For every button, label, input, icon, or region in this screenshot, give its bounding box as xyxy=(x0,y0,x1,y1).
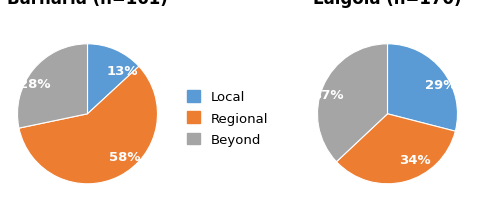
Wedge shape xyxy=(18,45,87,129)
Text: 37%: 37% xyxy=(312,89,344,102)
Title: Lalgola (n=170): Lalgola (n=170) xyxy=(313,0,462,8)
Wedge shape xyxy=(336,114,456,184)
Text: 58%: 58% xyxy=(110,150,141,163)
Text: 29%: 29% xyxy=(425,79,456,92)
Text: 13%: 13% xyxy=(106,64,138,77)
Text: 28%: 28% xyxy=(19,78,50,91)
Title: Barharia (n=161): Barharia (n=161) xyxy=(7,0,168,8)
Wedge shape xyxy=(19,67,158,184)
Legend: Local, Regional, Beyond: Local, Regional, Beyond xyxy=(187,90,268,146)
Wedge shape xyxy=(388,45,458,132)
Wedge shape xyxy=(318,45,388,162)
Wedge shape xyxy=(88,45,139,114)
Text: 34%: 34% xyxy=(400,154,431,167)
